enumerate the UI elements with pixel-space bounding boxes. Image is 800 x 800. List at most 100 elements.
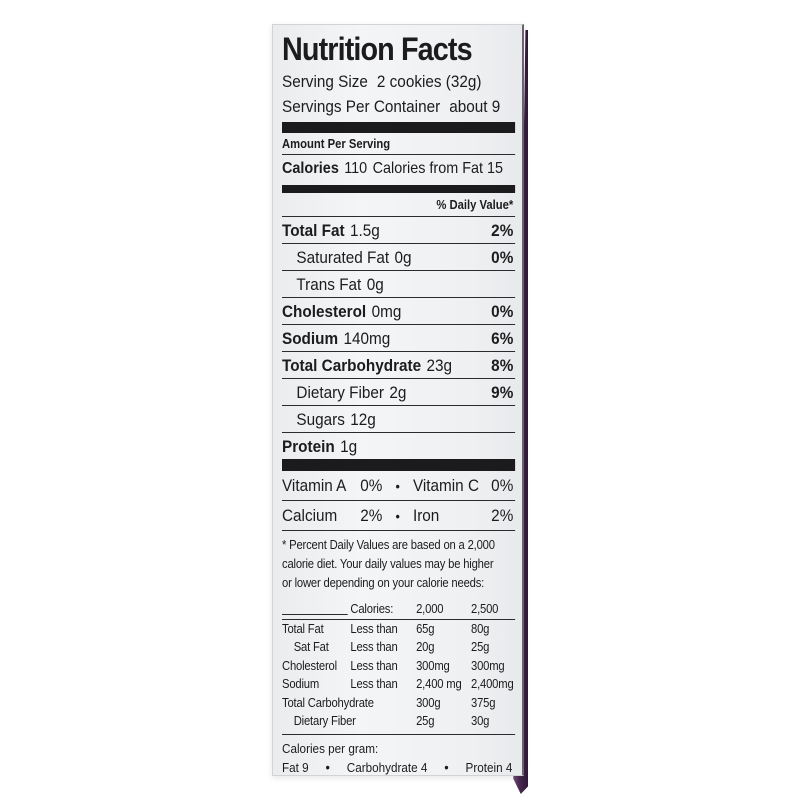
- ref-nutrient: Sat Fat: [293, 640, 329, 654]
- ref-2500-value: 375g: [471, 695, 496, 710]
- ref-nutrient: Dietary Fiber: [293, 714, 356, 728]
- nutrient-name: Total Carbohydrate: [282, 356, 422, 375]
- servings-per-container-line: Servings Per Container about 9: [282, 94, 515, 119]
- calories-per-gram-section: Calories per gram: Fat 9 • Carbohydrate …: [282, 733, 516, 777]
- calories-label: Calories: [282, 160, 339, 177]
- nutrient-amount: 1.5g: [350, 221, 380, 240]
- nutrient-dv: 8%: [491, 356, 514, 375]
- vitamin-name: Vitamin A: [282, 476, 347, 495]
- nutrient-row-trans-fat: Trans Fat 0g: [282, 270, 516, 297]
- header-calories: Calories:: [350, 602, 394, 616]
- reference-table-header: Calories: 2,000 2,500: [282, 600, 516, 620]
- vitamin-left-cell: Vitamin A 0%: [282, 474, 382, 498]
- ref-2500-value: 25g: [471, 640, 490, 654]
- nutrient-dv: 6%: [491, 329, 514, 348]
- nutrient-name: Protein: [282, 437, 335, 456]
- bullet-separator: •: [325, 758, 330, 775]
- footnote-line: * Percent Daily Values are based on a 2,…: [282, 538, 495, 552]
- ref-2000-value: 300mg: [416, 658, 450, 673]
- header-2500: 2,500: [471, 602, 499, 616]
- thick-divider: [282, 459, 516, 471]
- servings-per-container-label: Servings Per Container: [282, 97, 441, 116]
- reference-values-table: Calories: 2,000 2,500 Total Fat Less tha…: [282, 600, 516, 731]
- label-title: Nutrition Facts: [282, 31, 473, 67]
- cpg-fat: Fat 9: [282, 759, 309, 775]
- serving-size-value: 2 cookies (32g): [376, 72, 482, 91]
- nutrient-amount: 1g: [340, 437, 358, 456]
- vitamin-row-a-c: Vitamin A 0% • Vitamin C 0%: [282, 471, 516, 501]
- nutrient-dv: 9%: [491, 383, 514, 402]
- nutrient-name: Sodium: [282, 329, 339, 348]
- vitamin-value: 0%: [360, 476, 383, 495]
- nutrient-amount: 0g: [394, 248, 412, 267]
- nutrient-amount: 0g: [366, 275, 384, 294]
- label-content: Nutrition Facts Serving Size 2 cookies (…: [282, 31, 516, 777]
- reference-table-row: Cholesterol Less than 300mg 300mg: [282, 657, 515, 676]
- vitamin-name: Iron: [412, 506, 440, 525]
- ref-condition: Less than: [350, 677, 398, 691]
- ref-condition: Less than: [350, 658, 398, 673]
- header-left-rule: [282, 613, 348, 615]
- daily-value-header: % Daily Value*: [282, 193, 516, 217]
- ref-2500-value: 2,400mg: [471, 677, 514, 691]
- ref-nutrient: Cholesterol: [282, 658, 337, 673]
- reference-table-row: Total Fat Less than 65g 80g: [282, 620, 515, 639]
- ref-nutrient: Total Fat: [282, 621, 324, 636]
- reference-table-row: Dietary Fiber 25g 30g: [282, 712, 515, 731]
- calories-per-gram-label: Calories per gram:: [282, 740, 379, 756]
- cpg-carbohydrate: Carbohydrate 4: [346, 759, 428, 775]
- nutrient-dv: 2%: [491, 221, 514, 240]
- nutrient-dv: 0%: [491, 302, 514, 321]
- reference-table-row: Sodium Less than 2,400 mg 2,400mg: [282, 675, 515, 694]
- nutrient-row-sugars: Sugars 12g: [282, 405, 516, 432]
- header-2000: 2,000: [416, 602, 444, 616]
- calories-value: 110: [344, 160, 368, 177]
- footnote-line: calorie diet. Your daily values may be h…: [282, 557, 494, 571]
- nutrient-amount: 0mg: [371, 302, 402, 321]
- nutrient-row-total-fat: Total Fat 1.5g 2%: [282, 217, 515, 243]
- nutrient-name: Saturated Fat: [296, 248, 390, 267]
- nutrient-name: Trans Fat: [296, 275, 362, 294]
- calories-from-fat: Calories from Fat 15: [372, 160, 504, 177]
- nutrient-row-cholesterol: Cholesterol 0mg 0%: [282, 297, 516, 324]
- reference-table-row: Sat Fat Less than 20g 25g: [282, 638, 515, 657]
- ref-2000-value: 20g: [416, 640, 435, 654]
- nutrient-name: Dietary Fiber: [296, 383, 384, 402]
- nutrient-amount: 2g: [389, 383, 407, 402]
- nutrient-name: Total Fat: [282, 221, 345, 240]
- cpg-protein: Protein 4: [465, 759, 513, 775]
- servings-per-container-value: about 9: [449, 97, 501, 116]
- ref-2000-value: 65g: [416, 621, 435, 636]
- thick-divider: [282, 122, 516, 133]
- nutrient-amount: 140mg: [343, 329, 391, 348]
- nutrition-facts-label: Nutrition Facts Serving Size 2 cookies (…: [272, 24, 524, 776]
- vitamin-name: Calcium: [282, 506, 338, 525]
- ref-2500-value: 30g: [471, 714, 490, 728]
- bullet-separator: •: [395, 478, 400, 494]
- nutrient-name: Sugars: [296, 410, 345, 429]
- nutrient-dv: 0%: [491, 248, 514, 267]
- bullet-separator: •: [395, 508, 400, 524]
- nutrient-row-sodium: Sodium 140mg 6%: [282, 324, 516, 351]
- nutrient-row-dietary-fiber: Dietary Fiber 2g 9%: [282, 378, 516, 405]
- vitamin-value: 2%: [491, 506, 514, 525]
- vitamin-right-cell: Vitamin C 0%: [413, 474, 513, 498]
- reference-table-row: Total Carbohydrate 300g 375g: [282, 694, 515, 713]
- nutrient-row-protein: Protein 1g: [282, 432, 516, 459]
- footnote-line: or lower depending on your calorie needs…: [282, 576, 485, 590]
- ref-2000-value: 2,400 mg: [416, 677, 462, 691]
- calories-per-gram-values: Fat 9 • Carbohydrate 4 • Protein 4: [282, 758, 515, 777]
- ref-2000-value: 300g: [416, 695, 441, 710]
- serving-size-line: Serving Size 2 cookies (32g): [282, 69, 515, 94]
- vitamin-value: 0%: [491, 476, 514, 495]
- vitamin-value: 2%: [360, 506, 383, 525]
- vitamin-left-cell: Calcium 2%: [282, 504, 382, 528]
- nutrient-amount: 12g: [350, 410, 376, 429]
- bullet-separator: •: [444, 758, 449, 775]
- ref-2000-value: 25g: [416, 714, 435, 728]
- daily-value-footnote: * Percent Daily Values are based on a 2,…: [282, 536, 515, 593]
- ref-nutrient: Sodium: [282, 677, 320, 691]
- amount-per-serving-heading: Amount Per Serving: [282, 136, 516, 155]
- ref-2500-value: 80g: [471, 621, 490, 636]
